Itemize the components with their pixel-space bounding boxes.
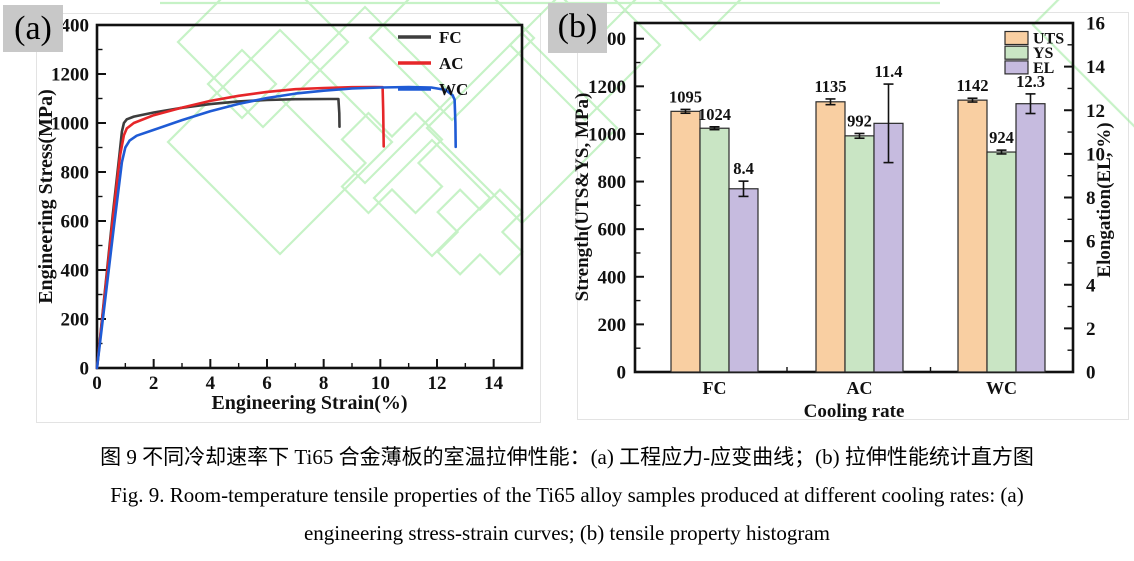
curve-AC — [95, 85, 385, 370]
svg-text:WC: WC — [986, 378, 1017, 398]
svg-text:6: 6 — [1086, 232, 1096, 253]
svg-text:0: 0 — [617, 363, 627, 384]
svg-text:Elongation(EL, %): Elongation(EL, %) — [1094, 122, 1115, 277]
svg-text:AC: AC — [439, 54, 464, 73]
svg-text:8.4: 8.4 — [733, 159, 754, 178]
svg-text:AC: AC — [847, 378, 873, 398]
svg-text:FC: FC — [439, 28, 462, 47]
caption-line-en-1: Fig. 9. Room-temperature tensile propert… — [110, 483, 1024, 507]
svg-text:8: 8 — [319, 373, 329, 394]
svg-text:Engineering Stress(MPa): Engineering Stress(MPa) — [35, 89, 57, 304]
svg-text:12: 12 — [1086, 101, 1105, 122]
svg-text:1200: 1200 — [51, 65, 89, 86]
svg-text:1095: 1095 — [669, 87, 702, 106]
bar-YS-WC — [986, 151, 1017, 373]
axis-titles: Engineering Strain(%) Engineering Stress(… — [35, 89, 408, 414]
caption-line-en-2: engineering stress-strain curves; (b) te… — [303, 521, 830, 545]
svg-text:1000: 1000 — [51, 114, 89, 135]
svg-text:200: 200 — [598, 315, 627, 336]
svg-text:0: 0 — [80, 359, 90, 380]
panel-b-label: (b) — [548, 3, 607, 53]
svg-text:Engineering Strain(%): Engineering Strain(%) — [211, 392, 407, 414]
svg-text:1024: 1024 — [698, 105, 731, 124]
tensile-histogram-chart: 02004006008001000120014000246810121416FC… — [572, 14, 1115, 423]
svg-text:0: 0 — [92, 373, 102, 394]
svg-text:600: 600 — [61, 212, 90, 233]
svg-text:400: 400 — [598, 267, 627, 288]
svg-text:12: 12 — [428, 373, 447, 394]
error-bars — [680, 83, 1036, 198]
curve-WC — [95, 85, 457, 370]
svg-text:6: 6 — [262, 373, 272, 394]
svg-text:992: 992 — [847, 111, 872, 130]
svg-text:400: 400 — [61, 261, 90, 282]
svg-text:11.4: 11.4 — [875, 62, 903, 81]
svg-text:2: 2 — [1086, 319, 1096, 340]
svg-text:1142: 1142 — [956, 76, 988, 95]
svg-text:EL: EL — [1033, 60, 1054, 77]
svg-text:14: 14 — [484, 373, 504, 394]
svg-text:800: 800 — [61, 163, 90, 184]
svg-text:16: 16 — [1086, 14, 1105, 35]
caption-line-zh: 图 9 不同冷却速率下 Ti65 合金薄板的室温拉伸性能：(a) 工程应力-应变… — [100, 445, 1034, 469]
bar-UTS-FC — [670, 110, 701, 373]
svg-text:1200: 1200 — [588, 77, 626, 98]
svg-text:4: 4 — [206, 373, 216, 394]
bar-EL-WC — [1015, 103, 1046, 373]
svg-text:14: 14 — [1086, 57, 1106, 78]
svg-text:4: 4 — [1086, 275, 1096, 296]
bar-YS-AC — [844, 135, 875, 373]
svg-text:0: 0 — [1086, 363, 1096, 384]
svg-text:2: 2 — [149, 373, 159, 394]
bar-UTS-AC — [815, 101, 846, 373]
bar-YS-FC — [699, 127, 730, 373]
svg-text:8: 8 — [1086, 188, 1096, 209]
svg-text:Strength(UTS&YS, MPa): Strength(UTS&YS, MPa) — [572, 93, 593, 302]
panel-a-label: (a) — [3, 5, 63, 52]
svg-text:10: 10 — [371, 373, 390, 394]
svg-text:800: 800 — [598, 172, 627, 193]
bar-EL-FC — [728, 188, 759, 373]
svg-text:10: 10 — [1086, 144, 1105, 165]
svg-text:1135: 1135 — [814, 77, 846, 96]
svg-text:FC: FC — [703, 378, 727, 398]
series — [95, 85, 457, 370]
bar-UTS-WC — [957, 99, 988, 373]
bars — [670, 99, 1046, 373]
svg-text:200: 200 — [61, 310, 90, 331]
figure-caption: 图 9 不同冷却速率下 Ti65 合金薄板的室温拉伸性能：(a) 工程应力-应变… — [0, 438, 1134, 552]
svg-text:1000: 1000 — [588, 124, 626, 145]
svg-text:924: 924 — [989, 128, 1014, 147]
svg-text:Cooling rate: Cooling rate — [804, 401, 905, 422]
stress-strain-chart: 0 2 4 6 8 10 12 140200400600800100012001400Engi… — [35, 16, 524, 414]
svg-text:600: 600 — [598, 220, 627, 241]
svg-text:WC: WC — [439, 80, 468, 99]
